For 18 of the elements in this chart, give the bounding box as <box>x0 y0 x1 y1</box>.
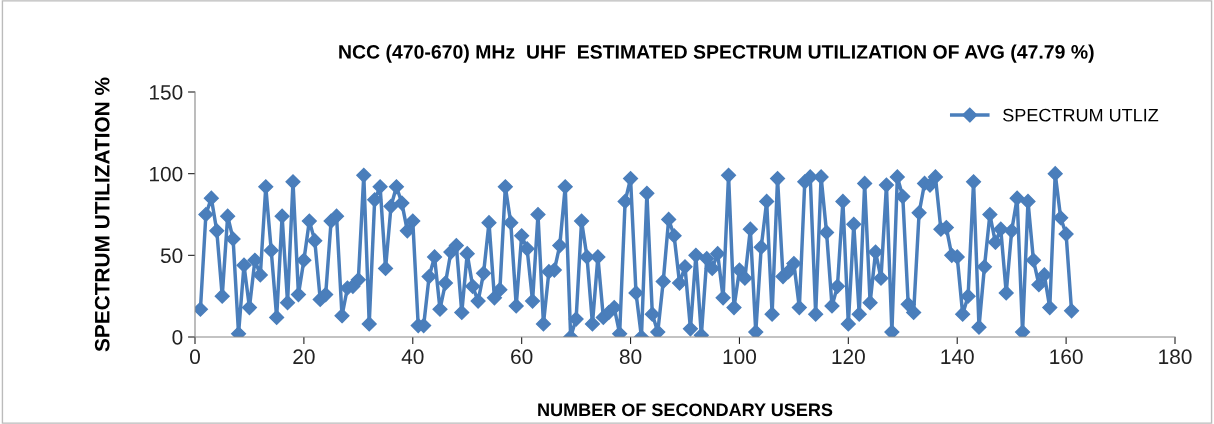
x-tick-label: 60 <box>511 349 533 365</box>
y-tick-label: 100 <box>150 166 183 182</box>
x-tick-label: 180 <box>1159 349 1192 365</box>
chart-title: NCC (470-670) MHz UHF ESTIMATED SPECTRUM UTILIZATION OF AVG (47.79 %) <box>339 44 1094 63</box>
x-tick-label: 80 <box>619 349 642 365</box>
x-tick-label: 100 <box>723 349 757 365</box>
y-tick-label: 150 <box>150 85 183 100</box>
y-tick-label: 0 <box>172 330 183 345</box>
x-tick-label: 160 <box>1050 349 1083 365</box>
x-tick-label: 120 <box>832 349 865 365</box>
x-axis-title: NUMBER OF SECONDARY USERS <box>538 403 833 417</box>
x-tick-label: 140 <box>941 349 974 365</box>
x-tick-label: 20 <box>293 349 315 365</box>
x-tick-label: 0 <box>190 349 200 365</box>
y-axis-title: SPECTRUM UTILIZATION % <box>94 77 110 352</box>
y-tick-label: 50 <box>160 248 183 264</box>
legend-label: SPECTRUM UTLIZ <box>1003 108 1159 122</box>
x-tick-label: 40 <box>401 349 424 365</box>
